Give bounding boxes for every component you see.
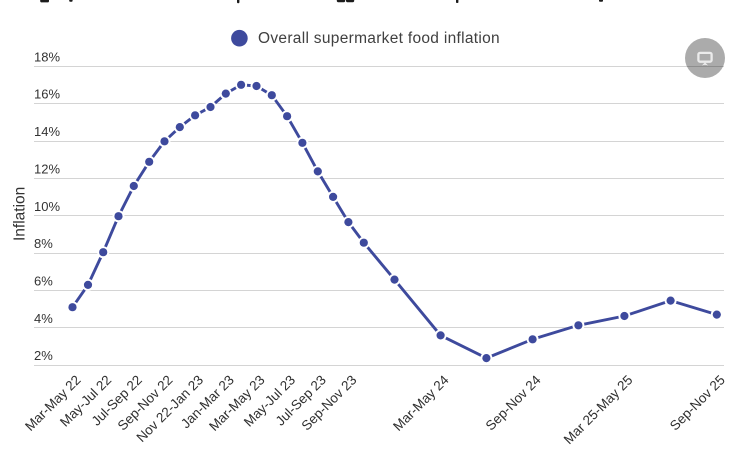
svg-text:4%: 4% — [34, 311, 53, 326]
svg-text:Inflation: Inflation — [11, 187, 28, 241]
svg-text:2%: 2% — [34, 348, 53, 363]
svg-text:8%: 8% — [34, 236, 53, 251]
svg-text:10%: 10% — [34, 199, 60, 214]
svg-text:18%: 18% — [34, 49, 60, 64]
svg-text:12%: 12% — [34, 161, 60, 176]
svg-text:16%: 16% — [34, 87, 60, 102]
svg-text:6%: 6% — [34, 274, 53, 289]
svg-text:14%: 14% — [34, 124, 60, 139]
svg-text:Overall supermarket food infla: Overall supermarket food inflation — [258, 30, 500, 47]
